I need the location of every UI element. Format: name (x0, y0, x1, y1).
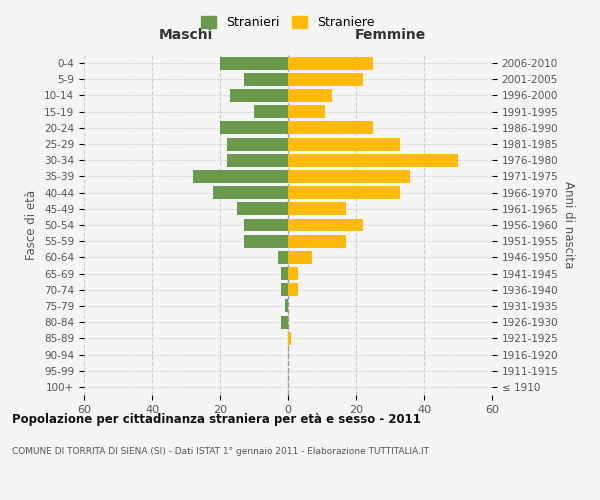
Legend: Stranieri, Straniere: Stranieri, Straniere (196, 11, 380, 34)
Y-axis label: Anni di nascita: Anni di nascita (562, 182, 575, 268)
Bar (288, 122, 373, 134)
Bar (288, 105, 325, 118)
Bar (227, 154, 288, 166)
Text: Popolazione per cittadinanza straniera per età e sesso - 2011: Popolazione per cittadinanza straniera p… (12, 412, 421, 426)
Bar (244, 218, 288, 232)
Bar (288, 154, 458, 166)
Bar (237, 202, 288, 215)
Bar (281, 316, 288, 328)
Bar (254, 105, 288, 118)
Bar (230, 89, 288, 102)
Bar (213, 186, 288, 199)
Bar (244, 73, 288, 86)
Bar (288, 202, 346, 215)
Y-axis label: Fasce di età: Fasce di età (25, 190, 38, 260)
Bar (288, 234, 346, 248)
Bar (288, 56, 373, 70)
Text: Maschi: Maschi (159, 28, 213, 42)
Bar (288, 138, 400, 150)
Bar (288, 284, 298, 296)
Bar (281, 284, 288, 296)
Bar (288, 218, 363, 232)
Bar (220, 122, 288, 134)
Bar (193, 170, 288, 183)
Bar (288, 89, 332, 102)
Bar (278, 251, 288, 264)
Bar (288, 170, 410, 183)
Bar (288, 186, 400, 199)
Text: COMUNE DI TORRITA DI SIENA (SI) - Dati ISTAT 1° gennaio 2011 - Elaborazione TUTT: COMUNE DI TORRITA DI SIENA (SI) - Dati I… (12, 448, 429, 456)
Bar (288, 267, 298, 280)
Bar (288, 251, 312, 264)
Bar (288, 332, 292, 345)
Bar (288, 73, 363, 86)
Text: Femmine: Femmine (355, 28, 425, 42)
Bar (227, 138, 288, 150)
Bar (220, 56, 288, 70)
Bar (281, 267, 288, 280)
Bar (244, 234, 288, 248)
Bar (284, 300, 288, 312)
